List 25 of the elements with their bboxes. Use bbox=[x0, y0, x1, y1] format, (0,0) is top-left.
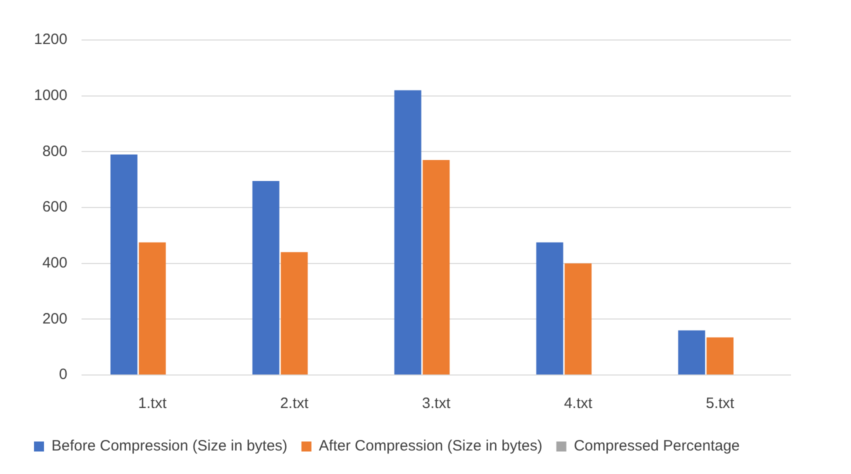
bar bbox=[422, 160, 450, 374]
x-tick-label: 2.txt bbox=[280, 395, 310, 412]
y-tick-label: 600 bbox=[42, 198, 68, 216]
y-tick-label: 200 bbox=[42, 310, 68, 328]
y-tick-label: 0 bbox=[59, 366, 68, 384]
bar bbox=[252, 180, 280, 374]
y-tick-label: 1000 bbox=[34, 86, 68, 104]
x-tick-label: 5.txt bbox=[706, 395, 736, 412]
x-tick-label: 1.txt bbox=[138, 395, 168, 412]
x-tick-label: 3.txt bbox=[422, 395, 452, 412]
legend-label: Before Compression (Size in bytes) bbox=[52, 438, 288, 455]
bar bbox=[706, 337, 734, 374]
x-tick-label: 4.txt bbox=[564, 395, 594, 412]
bar bbox=[678, 330, 706, 374]
legend-label: After Compression (Size in bytes) bbox=[318, 438, 542, 455]
y-tick-label: 800 bbox=[42, 142, 68, 160]
bar bbox=[564, 263, 592, 374]
bar bbox=[394, 90, 422, 374]
bar bbox=[280, 252, 308, 374]
bar bbox=[110, 154, 138, 374]
y-tick-label: 400 bbox=[42, 254, 68, 272]
y-tick-label: 1200 bbox=[34, 31, 68, 48]
bar bbox=[536, 242, 564, 374]
bar bbox=[138, 242, 166, 374]
legend-label: Compressed Percentage bbox=[574, 438, 740, 455]
